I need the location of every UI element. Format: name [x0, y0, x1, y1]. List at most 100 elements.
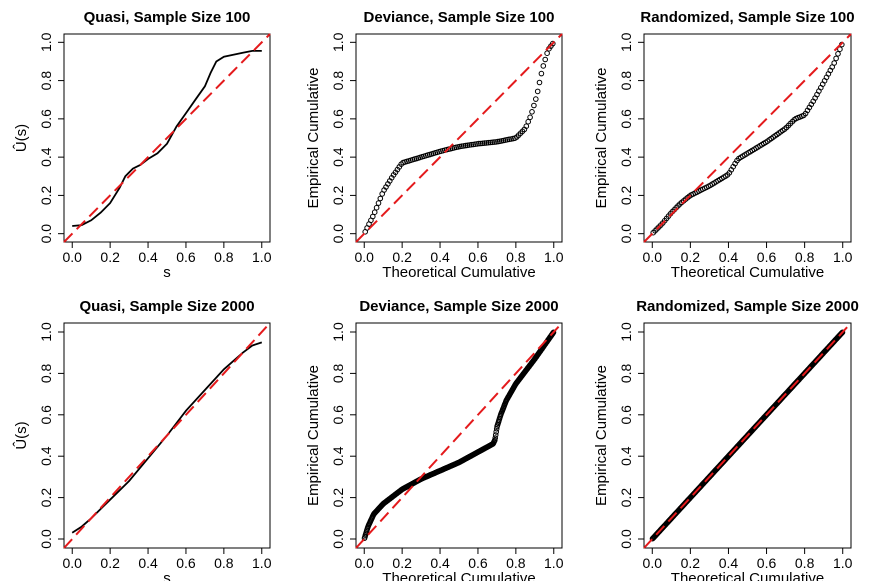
y-tick-label: 0.2: [618, 185, 634, 205]
data-point: [487, 139, 494, 146]
data-point: [538, 70, 545, 77]
x-axis-label: Theoretical Cumulative: [671, 570, 824, 581]
x-axis-label: Theoretical Cumulative: [382, 264, 535, 281]
x-tick-label: 0.2: [392, 555, 412, 571]
y-tick-label: 0.4: [618, 446, 634, 466]
y-tick-label: 0.0: [330, 529, 346, 549]
y-tick-label: 0.2: [330, 488, 346, 508]
data-point: [478, 140, 484, 147]
x-tick-label: 0.6: [757, 249, 777, 265]
x-tick-label: 0.4: [719, 555, 739, 571]
x-tick-label: 0.8: [795, 555, 815, 571]
y-tick-label: 1.0: [618, 32, 634, 52]
y-axis-label: Empirical Cumulative: [593, 68, 610, 209]
scatter-points: [362, 40, 556, 235]
y-tick-label: 0.8: [618, 71, 634, 91]
plot-frame: [355, 322, 563, 549]
y-axis-label: Empirical Cumulative: [305, 365, 322, 506]
y-tick-label: 0.8: [38, 363, 54, 383]
x-tick-label: 0.8: [506, 555, 526, 571]
y-tick-label: 0.4: [330, 446, 346, 466]
x-tick-label: 0.0: [63, 555, 83, 571]
data-point: [476, 140, 482, 147]
scatter-points: [361, 329, 557, 542]
x-tick-label: 0.8: [214, 249, 234, 265]
x-tick-label: 0.4: [138, 555, 158, 571]
y-tick-label: 1.0: [330, 32, 346, 52]
data-point: [837, 46, 843, 53]
y-tick-label: 0.8: [330, 363, 346, 383]
y-tick-label: 0.2: [38, 488, 54, 508]
x-tick-label: 0.2: [392, 249, 412, 265]
y-axis-label: Û(s): [13, 124, 30, 152]
data-point: [491, 139, 497, 145]
x-tick-label: 0.0: [355, 555, 375, 571]
reference-diagonal: [643, 322, 852, 549]
x-tick-label: 0.6: [176, 555, 196, 571]
y-tick-label: 1.0: [38, 322, 54, 342]
chart-panel-1: Quasi, Sample Size 100 0.0 0.2 0.4 0.6 0.8 1.0…: [13, 9, 272, 281]
data-point: [531, 102, 537, 109]
x-tick-label: 0.4: [430, 249, 450, 265]
data-point: [371, 209, 378, 215]
y-tick-label: 0.6: [330, 405, 346, 425]
chart-panel-2: Deviance, Sample Size 100 0.0 0.2 0.4 0.6 0.8…: [305, 9, 564, 281]
estimated-curve: [72, 50, 262, 227]
y-tick-label: 0.6: [38, 405, 54, 425]
x-axis-label: s: [163, 570, 171, 581]
y-tick-label: 0.6: [38, 109, 54, 129]
data-point: [468, 141, 475, 148]
y-tick-label: 0.6: [618, 109, 634, 129]
plot-frame: [643, 33, 852, 243]
y-axis-label: Empirical Cumulative: [305, 68, 322, 209]
chart-title: Deviance, Sample Size 100: [364, 9, 555, 26]
y-tick-label: 0.8: [330, 71, 346, 91]
y-tick-label: 0.4: [330, 147, 346, 167]
x-tick-label: 1.0: [833, 249, 853, 265]
chart-panel-3: Randomized, Sample Size 100 0.0 0.2 0.4 0.6 0…: [593, 9, 855, 281]
plot-frame: [355, 33, 563, 243]
y-tick-label: 0.8: [38, 71, 54, 91]
y-tick-label: 0.4: [618, 147, 634, 167]
reference-diagonal: [63, 33, 271, 243]
data-point: [527, 114, 533, 121]
y-tick-label: 0.6: [330, 109, 346, 129]
x-axis-label: s: [163, 264, 171, 281]
x-tick-label: 0.8: [214, 555, 234, 571]
data-point: [831, 60, 838, 66]
data-point: [493, 426, 500, 432]
data-point: [485, 139, 492, 146]
x-tick-label: 1.0: [252, 249, 272, 265]
data-point: [492, 432, 499, 438]
x-tick-label: 0.4: [430, 555, 450, 571]
x-tick-label: 0.6: [757, 555, 777, 571]
data-point: [534, 88, 541, 95]
x-tick-label: 0.2: [100, 249, 120, 265]
chart-title: Quasi, Sample Size 100: [84, 9, 251, 26]
data-point: [833, 55, 839, 62]
data-point: [373, 204, 380, 211]
x-tick-label: 1.0: [544, 249, 564, 265]
data-point: [492, 437, 498, 444]
chart-title: Randomized, Sample Size 2000: [636, 298, 859, 315]
y-tick-label: 0.0: [618, 224, 634, 244]
x-tick-label: 0.6: [176, 249, 196, 265]
data-point: [542, 56, 549, 63]
y-tick-label: 1.0: [330, 322, 346, 342]
y-tick-label: 0.4: [38, 446, 54, 466]
data-point: [540, 63, 547, 69]
y-axis-label: Empirical Cumulative: [593, 365, 610, 506]
data-point: [835, 51, 841, 57]
data-point: [481, 140, 488, 146]
x-tick-label: 0.2: [681, 555, 701, 571]
x-tick-label: 1.0: [252, 555, 272, 571]
plot-frame: [63, 322, 271, 549]
y-axis-label: Û(s): [13, 421, 30, 449]
chart-title: Deviance, Sample Size 2000: [359, 298, 558, 315]
data-point: [525, 118, 532, 125]
data-point: [377, 195, 384, 202]
x-tick-label: 0.2: [100, 555, 120, 571]
y-tick-label: 1.0: [38, 32, 54, 52]
x-tick-label: 0.8: [506, 249, 526, 265]
